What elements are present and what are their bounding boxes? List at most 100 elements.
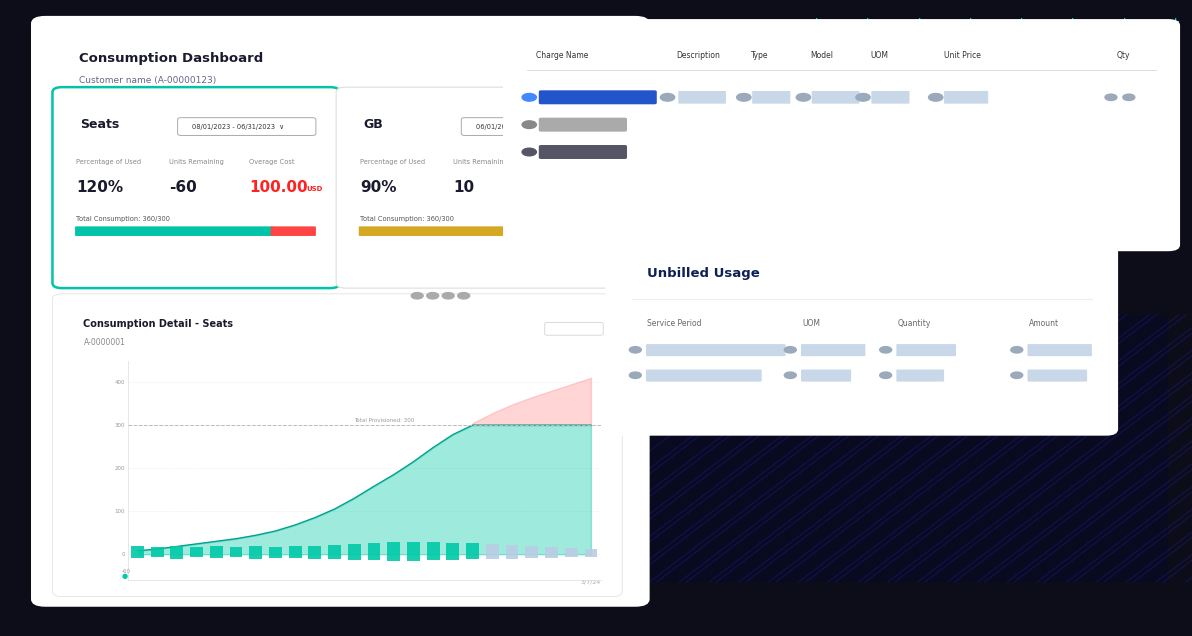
Circle shape — [856, 93, 870, 101]
Text: 08/01/2023 - 06/31/2023  ∨: 08/01/2023 - 06/31/2023 ∨ — [192, 123, 285, 130]
Text: UOM: UOM — [870, 52, 888, 60]
FancyBboxPatch shape — [801, 370, 851, 382]
FancyBboxPatch shape — [646, 370, 762, 382]
Bar — [387, 542, 401, 554]
Text: Consumption Detail - Seats: Consumption Detail - Seats — [83, 319, 234, 329]
Bar — [505, 554, 519, 558]
FancyBboxPatch shape — [539, 145, 627, 159]
FancyBboxPatch shape — [336, 87, 623, 288]
FancyBboxPatch shape — [52, 87, 340, 288]
Bar — [131, 546, 144, 554]
FancyBboxPatch shape — [359, 226, 600, 236]
Text: -60: -60 — [122, 569, 131, 574]
Bar — [466, 543, 479, 554]
FancyBboxPatch shape — [944, 91, 988, 104]
Text: 06/01/2023 - 08/31/2023  ∨: 06/01/2023 - 08/31/2023 ∨ — [476, 123, 569, 130]
Bar — [526, 546, 538, 554]
FancyBboxPatch shape — [545, 322, 603, 335]
Bar — [150, 554, 163, 557]
Text: +: + — [1017, 77, 1026, 87]
Circle shape — [228, 573, 237, 578]
Text: +: + — [940, 107, 950, 117]
Bar — [288, 546, 302, 554]
Bar — [348, 544, 361, 554]
Bar — [447, 543, 459, 554]
FancyBboxPatch shape — [75, 226, 316, 236]
FancyBboxPatch shape — [503, 19, 1180, 251]
FancyBboxPatch shape — [271, 226, 316, 236]
Text: ●: ● — [181, 572, 187, 579]
Bar — [269, 554, 281, 558]
Circle shape — [629, 372, 641, 378]
Text: Percentage of Used: Percentage of Used — [76, 159, 142, 165]
Circle shape — [290, 573, 299, 578]
Text: Service Period: Service Period — [647, 319, 702, 328]
FancyBboxPatch shape — [217, 98, 347, 111]
Circle shape — [274, 573, 284, 578]
FancyBboxPatch shape — [896, 344, 956, 356]
Bar — [367, 543, 380, 554]
Bar — [230, 554, 242, 557]
Bar — [565, 554, 578, 557]
Text: 10: 10 — [453, 180, 474, 195]
Text: UOM: UOM — [802, 319, 820, 328]
Text: Unbilled Usage: Unbilled Usage — [647, 267, 760, 280]
Text: USD: USD — [306, 186, 323, 192]
Text: Qty: Qty — [1117, 52, 1130, 60]
Text: +: + — [889, 47, 899, 57]
Text: +: + — [1043, 107, 1053, 117]
Circle shape — [442, 293, 454, 299]
FancyBboxPatch shape — [539, 90, 657, 104]
Text: Overage Cost: Overage Cost — [249, 159, 294, 165]
Bar — [486, 544, 498, 554]
Text: Customer name (A-00000123): Customer name (A-00000123) — [79, 76, 216, 85]
Text: +: + — [1068, 77, 1078, 87]
Text: +: + — [992, 107, 1001, 117]
Bar — [387, 554, 401, 561]
Text: Charge Name: Charge Name — [536, 52, 589, 60]
Text: +: + — [1094, 47, 1104, 57]
Text: ●: ● — [241, 572, 247, 579]
Bar — [584, 549, 597, 554]
Text: Units Remaining: Units Remaining — [453, 159, 508, 165]
Text: +: + — [966, 77, 975, 87]
Bar — [447, 554, 459, 560]
FancyBboxPatch shape — [646, 344, 786, 356]
FancyBboxPatch shape — [896, 370, 944, 382]
Bar — [269, 547, 281, 554]
Text: Description: Description — [676, 52, 720, 60]
Bar — [545, 554, 558, 558]
Bar — [526, 554, 538, 558]
Text: +: + — [863, 17, 873, 27]
Text: Unit Price: Unit Price — [944, 52, 981, 60]
Text: +: + — [1017, 17, 1026, 27]
Circle shape — [243, 573, 253, 578]
Text: +: + — [838, 47, 848, 57]
Bar — [328, 554, 341, 559]
FancyBboxPatch shape — [1028, 344, 1092, 356]
Bar — [150, 547, 163, 554]
Text: USD: USD — [572, 186, 589, 192]
Circle shape — [522, 93, 536, 101]
Bar — [584, 554, 597, 556]
FancyBboxPatch shape — [178, 118, 316, 135]
Text: +: + — [812, 17, 821, 27]
FancyBboxPatch shape — [678, 91, 726, 104]
Text: Seats: Seats — [80, 118, 119, 130]
Text: Total Consumption: 360/300: Total Consumption: 360/300 — [360, 216, 454, 223]
Bar — [486, 554, 498, 559]
Bar — [545, 547, 558, 554]
Text: +: + — [992, 47, 1001, 57]
FancyBboxPatch shape — [501, 315, 1168, 582]
FancyBboxPatch shape — [76, 98, 206, 111]
Text: +: + — [1094, 107, 1104, 117]
FancyBboxPatch shape — [812, 91, 859, 104]
Circle shape — [522, 121, 536, 128]
Bar — [210, 554, 223, 558]
Text: +: + — [1171, 17, 1180, 27]
Circle shape — [796, 93, 811, 101]
Bar — [170, 554, 184, 559]
Circle shape — [411, 293, 423, 299]
Circle shape — [629, 347, 641, 353]
Bar — [367, 554, 380, 560]
